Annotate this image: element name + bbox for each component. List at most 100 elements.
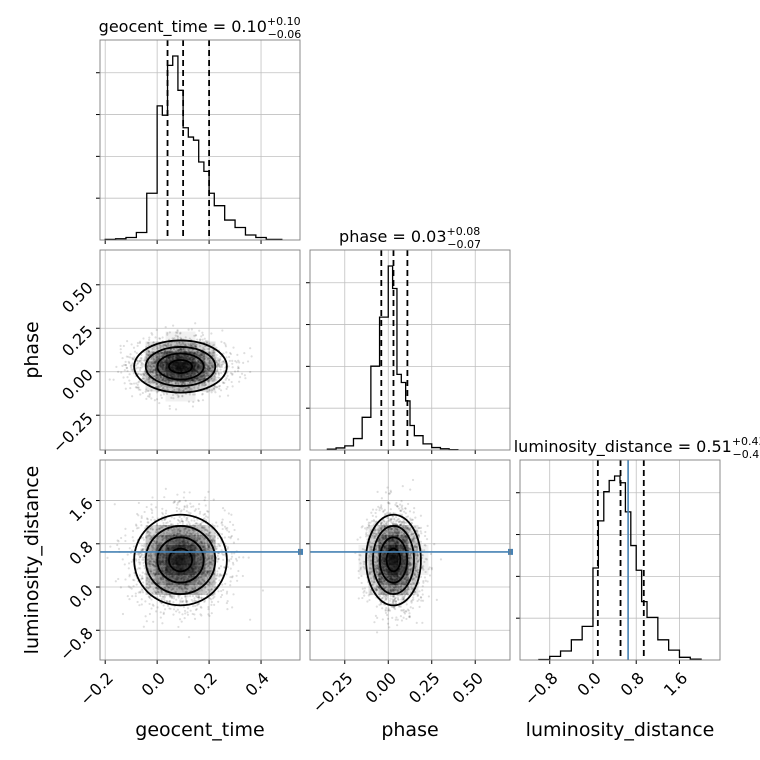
sample-point (157, 384, 160, 388)
sample-point (176, 608, 179, 611)
sample-point (247, 556, 250, 559)
sample-point (207, 564, 210, 567)
sample-point (178, 348, 182, 351)
sample-point (154, 586, 157, 589)
sample-point (202, 374, 205, 377)
sample-point (213, 541, 217, 544)
sample-point (142, 373, 146, 376)
sample-point (147, 595, 150, 598)
sample-point (174, 381, 177, 385)
sample-point (106, 556, 109, 560)
sample-point (132, 545, 136, 548)
sample-point (215, 574, 218, 577)
sample-point (146, 341, 149, 344)
sample-point (131, 357, 134, 361)
sample-point (137, 360, 140, 363)
sample-point (176, 381, 179, 384)
sample-point (148, 531, 151, 534)
sample-point (129, 387, 132, 390)
sample-point (216, 554, 219, 557)
sample-point (203, 526, 206, 529)
sample-point (157, 375, 160, 378)
sample-point (232, 346, 235, 349)
sample-point (162, 378, 165, 381)
sample-point (205, 363, 209, 366)
sample-point (200, 352, 203, 355)
sample-point (198, 354, 201, 357)
sample-point (207, 374, 210, 377)
sample-point (139, 393, 142, 396)
sample-point (169, 600, 172, 603)
sample-point (207, 557, 210, 560)
sample-point (131, 395, 134, 398)
sample-point (242, 556, 245, 559)
sample-point (149, 527, 152, 530)
sample-point (148, 372, 151, 375)
sample-point (142, 373, 146, 376)
sample-point (178, 500, 182, 503)
sample-point (163, 359, 166, 362)
sample-point (170, 349, 173, 353)
sample-point (203, 384, 206, 387)
sample-point (231, 575, 234, 578)
sample-point (204, 586, 207, 589)
sample-point (163, 608, 167, 611)
sample-point (152, 364, 156, 368)
sample-point (151, 369, 154, 372)
sample-point (237, 366, 240, 370)
sample-point (206, 553, 209, 556)
sample-point (148, 376, 151, 379)
sample-point (181, 381, 184, 384)
sample-point (180, 348, 184, 352)
sample-point (219, 355, 222, 358)
sample-point (146, 378, 149, 381)
sample-point (196, 604, 199, 607)
sample-point (206, 358, 210, 361)
sample-point (148, 563, 151, 566)
sample-point (143, 357, 146, 360)
sample-point (235, 574, 238, 577)
sample-point (149, 382, 152, 385)
sample-point (226, 385, 229, 389)
sample-point (175, 506, 178, 509)
sample-point (153, 359, 156, 362)
sample-point (189, 532, 192, 535)
sample-point (153, 375, 157, 378)
sample-point (205, 549, 208, 552)
sample-point (163, 496, 166, 499)
sample-point (152, 381, 155, 385)
sample-point (191, 612, 194, 616)
sample-point (190, 587, 193, 590)
sample-point (207, 565, 210, 568)
sample-point (221, 507, 225, 510)
sample-point (196, 359, 200, 362)
density-cell (195, 381, 206, 392)
sample-point (149, 570, 152, 573)
sample-point (108, 378, 111, 381)
sample-point (209, 367, 212, 370)
sample-point (194, 322, 197, 325)
sample-point (145, 345, 148, 349)
sample-point (213, 603, 216, 606)
sample-point (135, 359, 139, 363)
sample-point (207, 583, 210, 586)
sample-point (211, 364, 214, 367)
sample-point (167, 381, 170, 384)
contour-0.5-sigma (168, 359, 194, 374)
sample-point (198, 378, 201, 381)
sample-point (199, 510, 202, 513)
sample-point (181, 394, 184, 397)
sample-point (171, 394, 175, 397)
sample-point (201, 374, 204, 377)
sample-point (142, 373, 145, 376)
sample-point (229, 372, 233, 375)
sample-point (155, 586, 158, 589)
sample-point (117, 370, 120, 373)
sample-point (130, 587, 133, 590)
sample-point (150, 545, 154, 548)
sample-point (185, 509, 188, 513)
sample-point (135, 559, 138, 562)
sample-point (188, 522, 191, 525)
sample-point (150, 374, 153, 377)
